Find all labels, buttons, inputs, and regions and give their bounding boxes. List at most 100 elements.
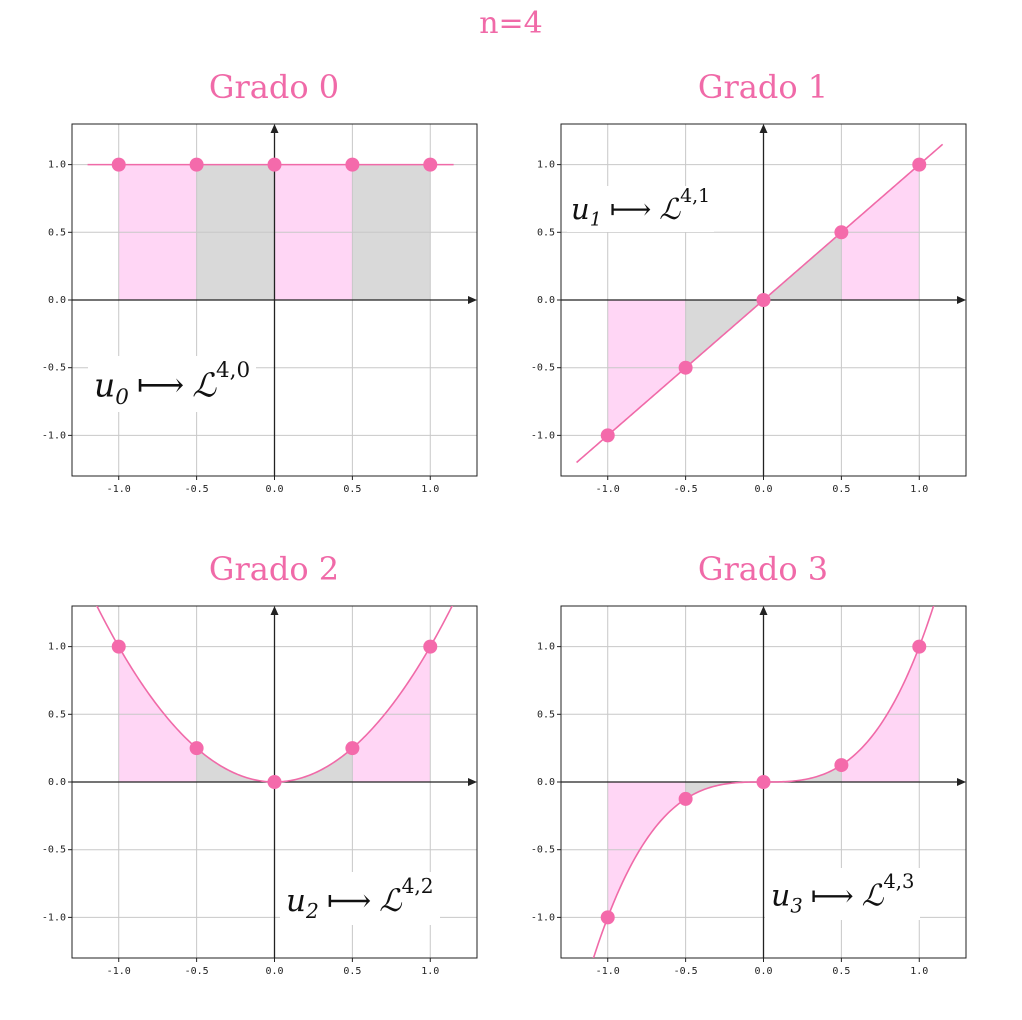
data-point bbox=[834, 225, 849, 240]
formula-var: u bbox=[571, 191, 590, 226]
y-tick-label: 1.0 bbox=[537, 642, 555, 653]
chart-title: Grado 1 bbox=[697, 68, 829, 106]
data-point bbox=[600, 910, 615, 925]
y-tick-label: -1.0 bbox=[42, 912, 66, 923]
x-tick-label: 1.0 bbox=[421, 484, 439, 495]
x-axis-arrow bbox=[957, 296, 966, 304]
data-point bbox=[423, 639, 438, 654]
main-title: n=4 bbox=[479, 6, 543, 41]
chart-panel-grado-2: Grado 2 -1.0 -0.5 0.0 0.5 1.0 -1.0 -0.5 0.0 0.5 1… bbox=[42, 550, 568, 1020]
formula-var: u bbox=[286, 883, 306, 920]
maps-to-arrow: ⟼ bbox=[810, 878, 854, 914]
formula-sup: 4,0 bbox=[216, 358, 251, 383]
x-tick-label: -1.0 bbox=[596, 966, 620, 977]
formula-label: u1 ⟼ ℒ4,1 bbox=[567, 186, 715, 233]
x-tick-label: 0.5 bbox=[832, 966, 850, 977]
y-axis-arrow bbox=[270, 124, 279, 133]
y-tick-label: 0.5 bbox=[48, 709, 66, 720]
formula-label: u3 ⟼ ℒ4,3 bbox=[765, 868, 921, 920]
formula-label: u2 ⟼ ℒ4,2 bbox=[280, 872, 440, 926]
formula-label: u0 ⟼ ℒ4,0 bbox=[88, 356, 257, 413]
formula-target: ℒ bbox=[379, 883, 402, 920]
area-fill-segment bbox=[685, 782, 764, 799]
x-tick-label: 0.0 bbox=[265, 484, 283, 495]
formula-target: ℒ bbox=[659, 191, 681, 226]
x-tick-label: 0.5 bbox=[343, 484, 361, 495]
data-point bbox=[756, 775, 771, 789]
data-point bbox=[345, 741, 360, 756]
data-point bbox=[600, 428, 615, 443]
x-axis-arrow bbox=[468, 296, 477, 304]
data-point bbox=[678, 791, 693, 806]
x-axis-arrow bbox=[468, 778, 477, 786]
x-tick-label: 1.0 bbox=[910, 484, 928, 495]
area-fill-segment bbox=[274, 748, 353, 782]
formula-sup: 4,2 bbox=[401, 874, 434, 898]
maps-to-arrow: ⟼ bbox=[326, 883, 372, 920]
x-tick-label: -1.0 bbox=[596, 484, 620, 495]
formula-var: u bbox=[771, 878, 791, 914]
formula-target: ℒ bbox=[192, 365, 216, 405]
chart-title: Grado 0 bbox=[208, 68, 340, 106]
chart-panel-grado-0: Grado 0 -1.0 -0.5 0.0 0.5 1.0 -1.0 -0.5 0.0 0.5 1… bbox=[42, 68, 568, 538]
data-point bbox=[189, 741, 204, 756]
y-tick-label: -0.5 bbox=[42, 845, 66, 856]
formula-sup: 4,3 bbox=[883, 870, 915, 893]
y-tick-label: 1.0 bbox=[48, 160, 66, 171]
y-tick-label: -0.5 bbox=[42, 363, 66, 374]
y-tick-label: 0.5 bbox=[48, 227, 66, 238]
area-fills bbox=[607, 646, 920, 918]
plot-area: -1.0 -0.5 0.0 0.5 1.0 -1.0 -0.5 0.0 0.5 1.0 bbox=[531, 123, 967, 495]
area-fill-segment bbox=[841, 646, 920, 782]
y-tick-label: -1.0 bbox=[531, 912, 555, 923]
data-point bbox=[345, 157, 360, 172]
y-tick-label: 0.0 bbox=[537, 295, 555, 306]
chart-panel-grado-1: Grado 1 -1.0 -0.5 0.0 0.5 1.0 -1.0 -0.5 0.0 0.5 1… bbox=[531, 68, 1022, 538]
x-tick-label: 0.0 bbox=[754, 966, 772, 977]
y-tick-label: -1.0 bbox=[42, 430, 66, 441]
y-tick-label: 0.0 bbox=[48, 777, 66, 788]
y-tick-label: 1.0 bbox=[48, 642, 66, 653]
x-tick-label: -0.5 bbox=[674, 966, 698, 977]
area-fill-segment bbox=[763, 765, 842, 782]
data-point bbox=[111, 639, 126, 654]
data-point bbox=[111, 157, 126, 172]
formula-sub: 3 bbox=[790, 894, 803, 918]
x-tick-label: -0.5 bbox=[674, 484, 698, 495]
data-point bbox=[267, 157, 282, 172]
y-tick-label: -0.5 bbox=[531, 845, 555, 856]
data-point bbox=[678, 360, 693, 375]
y-axis-arrow bbox=[759, 606, 768, 615]
formula-sup: 4,1 bbox=[680, 186, 711, 207]
x-tick-label: 0.0 bbox=[265, 966, 283, 977]
area-fill-segment bbox=[196, 748, 275, 782]
y-tick-label: 0.5 bbox=[537, 227, 555, 238]
formula-var: u bbox=[94, 365, 116, 405]
x-tick-label: -1.0 bbox=[107, 966, 131, 977]
chart-title: Grado 2 bbox=[208, 550, 340, 588]
maps-to-arrow: ⟼ bbox=[136, 365, 185, 405]
data-point bbox=[912, 157, 927, 172]
formula-sub: 0 bbox=[115, 384, 129, 410]
chart-title: Grado 3 bbox=[697, 550, 829, 588]
x-tick-label: -0.5 bbox=[185, 966, 209, 977]
y-tick-label: 0.5 bbox=[537, 709, 555, 720]
y-tick-label: 0.0 bbox=[537, 777, 555, 788]
area-fill-segment bbox=[607, 782, 686, 918]
formula-target: ℒ bbox=[861, 878, 884, 914]
x-tick-label: -0.5 bbox=[185, 484, 209, 495]
data-point bbox=[189, 157, 204, 172]
x-tick-label: 1.0 bbox=[910, 966, 928, 977]
plot-area: -1.0 -0.5 0.0 0.5 1.0 -1.0 -0.5 0.0 0.5 1.0 bbox=[42, 123, 478, 495]
chart-panel-grado-3: Grado 3 -1.0 -0.5 0.0 0.5 1.0 -1.0 -0.5 0.0 0.5 1… bbox=[531, 550, 1022, 1020]
y-tick-label: -1.0 bbox=[531, 430, 555, 441]
x-tick-label: 0.5 bbox=[832, 484, 850, 495]
data-point bbox=[756, 293, 771, 307]
x-axis-arrow bbox=[957, 778, 966, 786]
y-axis-arrow bbox=[270, 606, 279, 615]
y-axis-arrow bbox=[759, 124, 768, 133]
formula-sub: 1 bbox=[589, 209, 602, 231]
x-tick-label: 0.5 bbox=[343, 966, 361, 977]
y-tick-label: 0.0 bbox=[48, 295, 66, 306]
data-point bbox=[267, 775, 282, 789]
